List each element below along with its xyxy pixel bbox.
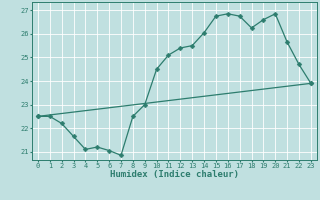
X-axis label: Humidex (Indice chaleur): Humidex (Indice chaleur): [110, 170, 239, 179]
